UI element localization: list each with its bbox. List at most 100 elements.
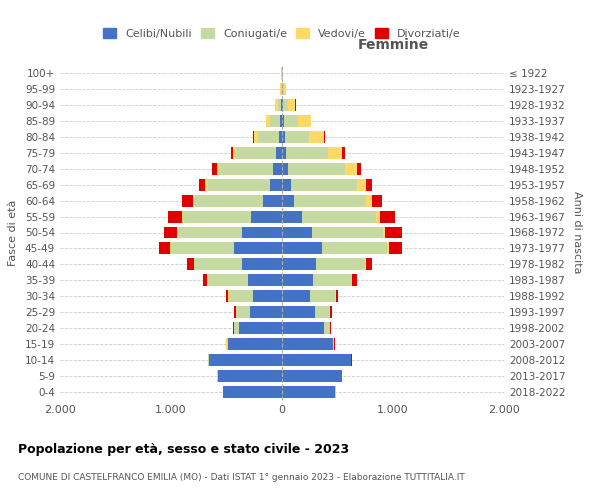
Bar <box>283 99 287 111</box>
Bar <box>182 194 193 206</box>
Bar <box>236 306 250 318</box>
Bar <box>324 322 330 334</box>
Bar <box>194 258 242 270</box>
Bar <box>270 178 282 190</box>
Bar <box>309 131 323 143</box>
Bar <box>248 274 282 286</box>
Y-axis label: Fasce di età: Fasce di età <box>8 200 18 266</box>
Bar <box>389 242 402 254</box>
Bar <box>385 226 403 238</box>
Bar <box>233 147 236 158</box>
Bar <box>164 226 176 238</box>
Bar <box>282 322 324 334</box>
Bar <box>282 131 285 143</box>
Bar <box>282 147 286 158</box>
Bar <box>282 386 335 398</box>
Bar <box>284 115 298 127</box>
Bar <box>242 258 282 270</box>
Bar <box>263 194 282 206</box>
Bar <box>242 226 282 238</box>
Bar <box>266 115 270 127</box>
Bar <box>335 290 338 302</box>
Bar <box>358 162 361 174</box>
Bar <box>199 178 205 190</box>
Bar <box>284 83 286 95</box>
Bar <box>388 242 389 254</box>
Bar <box>358 178 367 190</box>
Bar <box>171 242 234 254</box>
Bar <box>182 210 183 222</box>
Bar <box>282 194 294 206</box>
Bar <box>257 131 278 143</box>
Bar <box>312 226 383 238</box>
Bar <box>194 194 263 206</box>
Bar <box>205 178 208 190</box>
Bar <box>343 147 345 158</box>
Bar <box>367 178 373 190</box>
Bar <box>285 131 309 143</box>
Bar <box>208 274 248 286</box>
Bar <box>282 338 333 350</box>
Bar <box>313 274 352 286</box>
Bar <box>280 115 282 127</box>
Text: COMUNE DI CASTELFRANCO EMILIA (MO) - Dati ISTAT 1° gennaio 2023 - Elaborazione T: COMUNE DI CASTELFRANCO EMILIA (MO) - Dat… <box>18 472 465 482</box>
Bar <box>234 322 239 334</box>
Bar <box>291 178 358 190</box>
Bar <box>203 274 207 286</box>
Bar <box>322 242 388 254</box>
Bar <box>323 131 325 143</box>
Bar <box>233 322 234 334</box>
Bar <box>270 115 280 127</box>
Bar <box>282 290 310 302</box>
Bar <box>209 354 282 366</box>
Bar <box>281 99 282 111</box>
Bar <box>376 210 380 222</box>
Bar <box>316 306 330 318</box>
Bar <box>286 147 328 158</box>
Bar <box>217 162 220 174</box>
Bar <box>231 147 233 158</box>
Bar <box>383 226 385 238</box>
Bar <box>234 242 282 254</box>
Bar <box>316 258 365 270</box>
Bar <box>275 99 278 111</box>
Bar <box>212 162 217 174</box>
Bar <box>283 83 284 95</box>
Bar <box>282 354 351 366</box>
Bar <box>282 99 283 111</box>
Y-axis label: Anni di nascita: Anni di nascita <box>572 191 582 274</box>
Bar <box>330 322 331 334</box>
Bar <box>282 226 312 238</box>
Bar <box>193 194 194 206</box>
Text: Popolazione per età, sesso e stato civile - 2023: Popolazione per età, sesso e stato civil… <box>18 442 349 456</box>
Bar <box>236 147 276 158</box>
Bar <box>253 131 254 143</box>
Bar <box>218 370 282 382</box>
Bar <box>380 210 395 222</box>
Bar <box>310 290 335 302</box>
Bar <box>282 242 322 254</box>
Bar <box>352 274 357 286</box>
Bar <box>282 274 313 286</box>
Bar <box>187 258 194 270</box>
Bar <box>278 131 282 143</box>
Bar <box>223 386 282 398</box>
Bar <box>282 178 291 190</box>
Bar <box>226 290 229 302</box>
Bar <box>282 306 316 318</box>
Bar <box>235 306 236 318</box>
Text: Femmine: Femmine <box>358 38 428 52</box>
Bar <box>254 131 257 143</box>
Bar <box>345 162 358 174</box>
Bar <box>220 162 273 174</box>
Bar <box>330 306 332 318</box>
Bar <box>302 210 376 222</box>
Bar <box>328 147 343 158</box>
Legend: Celibi/Nubili, Coniugati/e, Vedovi/e, Divorziati/e: Celibi/Nubili, Coniugati/e, Vedovi/e, Di… <box>99 24 465 44</box>
Bar <box>366 258 373 270</box>
Bar <box>170 242 171 254</box>
Bar <box>298 115 311 127</box>
Bar <box>273 162 282 174</box>
Bar <box>287 162 345 174</box>
Bar <box>333 338 334 350</box>
